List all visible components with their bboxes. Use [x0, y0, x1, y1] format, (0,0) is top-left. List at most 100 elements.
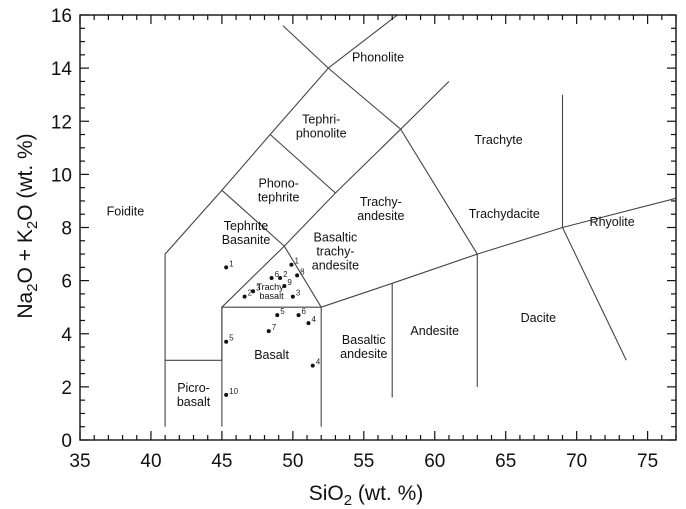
field-boundary-8: [561, 94, 627, 361]
y-axis-label-part-5: O (wt. %): [14, 133, 37, 221]
x-tick-label: 60: [424, 451, 445, 472]
sample-point: [306, 321, 311, 326]
field-label-line: Picro-: [177, 381, 210, 395]
y-axis-label: Na2O + K2O (wt. %): [14, 133, 41, 318]
sample-point: [251, 289, 256, 294]
field-label-line: Trachydacite: [469, 207, 540, 221]
sample-point: [224, 339, 229, 344]
x-tick-label: 45: [211, 451, 232, 472]
sample-point: [278, 275, 283, 280]
field-label: Tephri-phonolite: [296, 113, 347, 141]
field-boundary-11: [282, 25, 329, 69]
sample-point-label: 6: [302, 307, 307, 316]
sample-point: [224, 265, 229, 270]
field-label-line: Trachy-: [256, 282, 286, 292]
sample-point-label: 6: [275, 270, 280, 279]
field-boundary-1: [164, 67, 676, 427]
field-label-line: Trachyte: [475, 133, 523, 147]
sample-point-label: 1: [229, 259, 234, 268]
sample-point-label: 3: [296, 289, 301, 298]
x-tick-label: 55: [353, 451, 374, 472]
sample-point-label: 3: [256, 283, 261, 292]
sample-point: [295, 273, 300, 278]
field-label-line: Andesite: [410, 324, 459, 338]
field-label: Rhyolite: [590, 215, 635, 229]
field-boundaries: [164, 15, 676, 427]
field-label-line: Foidite: [107, 205, 145, 219]
field-label-line: Tephri-: [302, 113, 340, 127]
field-label-line: Rhyolite: [590, 215, 635, 229]
sample-point: [242, 294, 247, 299]
sample-point: [290, 294, 295, 299]
field-label-line: andesite: [357, 209, 404, 223]
sample-point: [296, 313, 301, 318]
field-label-line: andesite: [340, 347, 387, 361]
field-label: Basaltic trachy-andesite: [312, 230, 359, 272]
y-tick-label: 10: [51, 165, 72, 186]
sample-point: [289, 262, 294, 267]
sample-point-label: 4: [311, 315, 316, 324]
sample-point-label: 9: [287, 278, 292, 287]
sample-point: [275, 313, 280, 318]
field-label: Phonolite: [352, 51, 404, 65]
field-label-line: Phonolite: [352, 51, 404, 65]
field-label: Trachy-andesite: [357, 195, 404, 223]
field-label-line: Tephrite: [224, 219, 269, 233]
x-axis-label: SiO2 (wt. %): [309, 482, 424, 509]
x-tick-label: 75: [637, 451, 658, 472]
field-label: Andesite: [410, 324, 459, 338]
field-label-line: Basalt: [254, 348, 289, 362]
y-axis-label-part-1: Na: [14, 291, 37, 318]
field-label-line: Basaltic: [342, 333, 386, 347]
field-label-line: tephrite: [258, 190, 300, 204]
field-labels: Foidite Phonolite Tephri-phonolite Phono-te…: [107, 51, 635, 409]
y-axis-label-part-2: 2: [24, 283, 41, 291]
plot-frame: [79, 14, 677, 441]
sample-point: [310, 363, 315, 368]
field-label-line: phonolite: [296, 127, 347, 141]
field-label-line: Dacite: [521, 311, 556, 325]
field-label: Trachyte: [475, 133, 523, 147]
field-label-line: basalt: [260, 291, 285, 301]
field-label-line: Phono-: [259, 176, 299, 190]
x-tick-label: 35: [69, 451, 90, 472]
y-tick-label: 2: [61, 378, 72, 399]
sample-point: [282, 283, 287, 288]
field-label: Trachydacite: [469, 207, 540, 221]
x-axis-label-sub: 2: [344, 492, 352, 509]
x-tick-label: 70: [566, 451, 587, 472]
field-boundary-5: [283, 245, 478, 308]
sample-point: [266, 329, 271, 334]
field-label: Picro-basalt: [177, 381, 211, 409]
field-boundary-12: [327, 15, 399, 69]
sample-point-label: 5: [280, 307, 285, 316]
field-label: Basaltic andesite: [340, 333, 387, 361]
y-tick-label: 12: [51, 112, 72, 133]
sample-point-label: 10: [229, 387, 238, 396]
y-tick-label: 16: [51, 6, 72, 27]
y-axis-label-part-4: 2: [24, 221, 41, 229]
field-boundary-9: [221, 189, 285, 247]
field-label-line: trachy-: [316, 244, 354, 258]
field-label-line: Basanite: [222, 233, 271, 247]
field-label: Trachy-basalt: [256, 282, 286, 301]
x-tick-label: 40: [140, 451, 161, 472]
plot-border: [79, 14, 677, 441]
sample-point: [224, 392, 229, 397]
x-tick-label: 65: [495, 451, 516, 472]
sample-point-label: 2: [248, 289, 253, 298]
x-tick-label: 50: [282, 451, 303, 472]
sample-point-label: 8: [300, 267, 305, 276]
sample-point: [269, 275, 274, 280]
y-tick-label: 6: [61, 272, 72, 293]
field-label-line: andesite: [312, 258, 359, 272]
y-tick-label: 0: [61, 431, 72, 452]
field-label-line: Trachy-: [360, 195, 402, 209]
field-label-line: Basaltic: [314, 230, 358, 244]
y-tick-label: 4: [61, 325, 72, 346]
field-label: Phono-tephrite: [258, 176, 300, 204]
field-boundary-10: [269, 134, 336, 194]
